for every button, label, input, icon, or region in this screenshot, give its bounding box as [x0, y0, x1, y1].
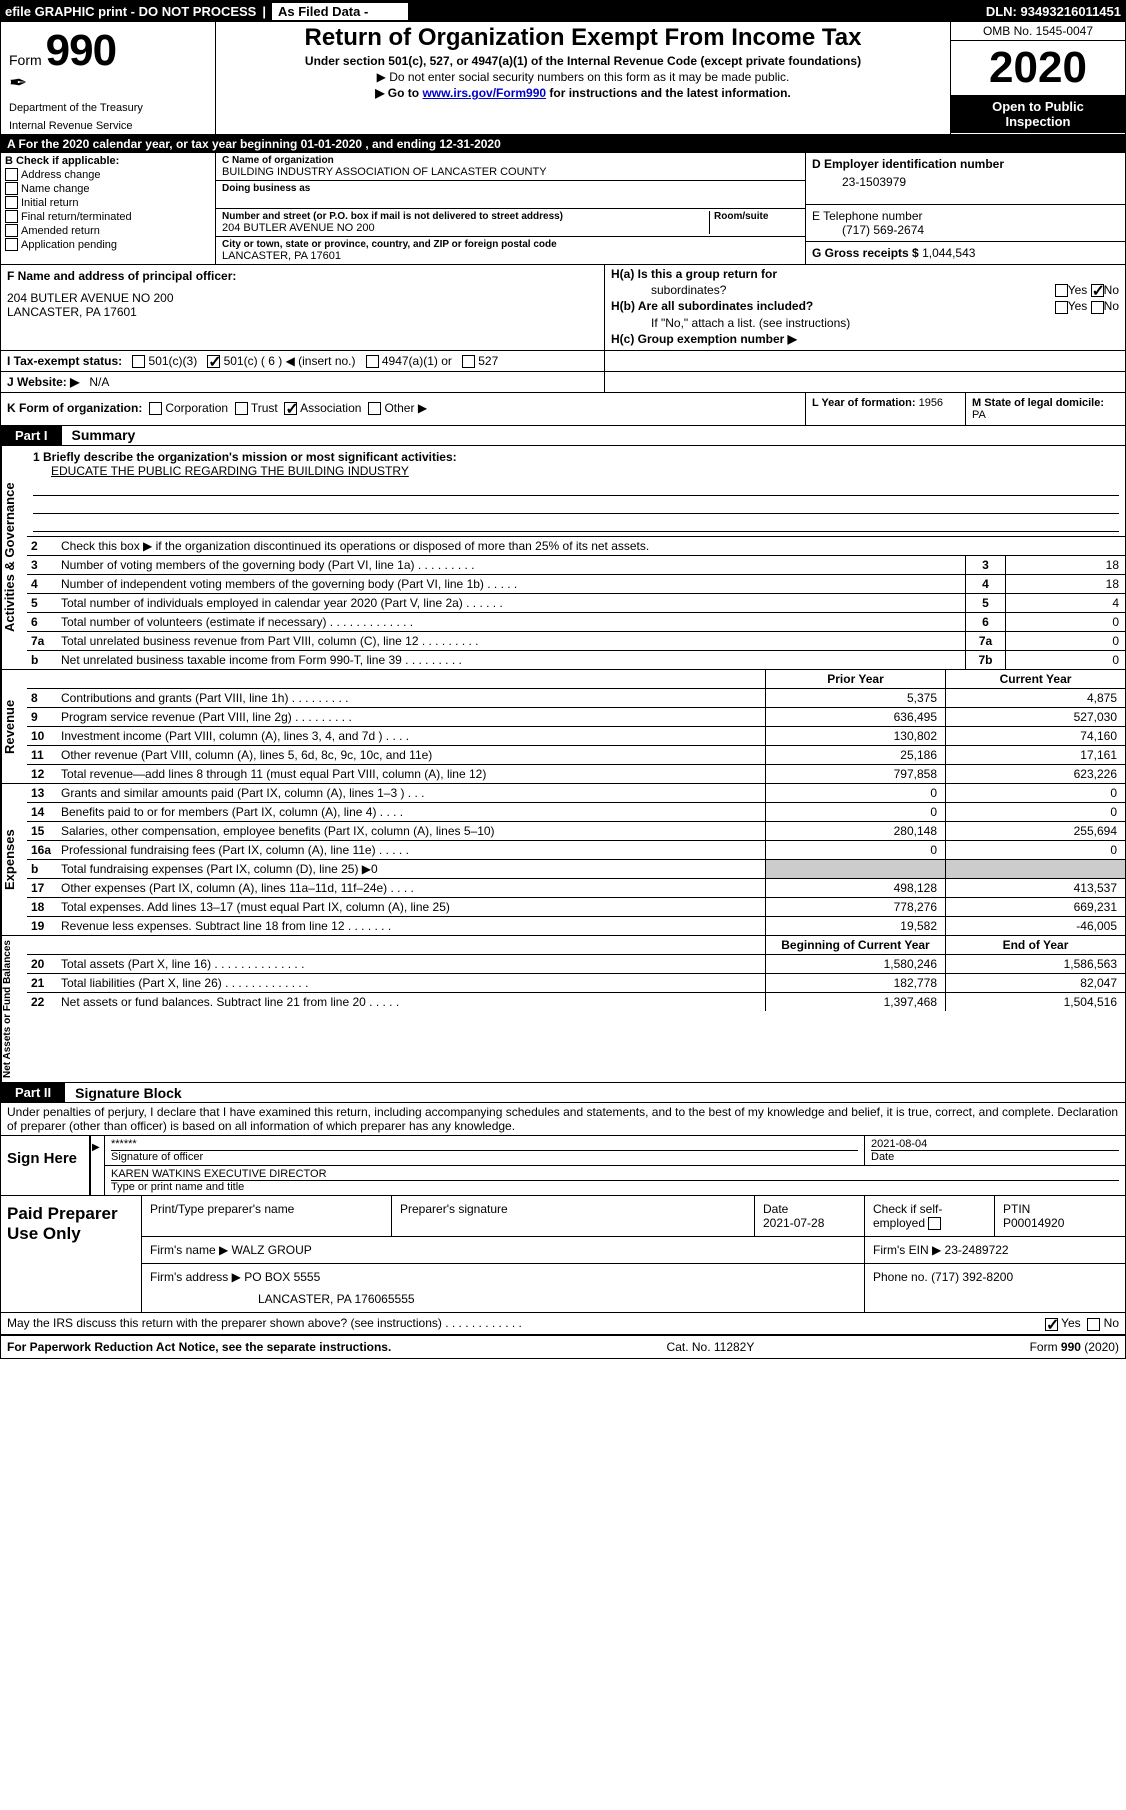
form-ref: Form 990 (2020) — [1030, 1340, 1119, 1354]
vtab-governance: Activities & Governance — [1, 446, 27, 669]
chk-initial[interactable] — [5, 196, 18, 209]
k-trust[interactable] — [235, 402, 248, 415]
summary-row: 6Total number of volunteers (estimate if… — [27, 613, 1125, 632]
efile-text: efile GRAPHIC print - DO NOT PROCESS — [5, 4, 256, 19]
self-employed-chk[interactable] — [928, 1217, 941, 1230]
paid-preparer: Paid Preparer Use Only Print/Type prepar… — [1, 1196, 1125, 1313]
hb-no[interactable] — [1091, 301, 1104, 314]
gross-receipts: 1,044,543 — [922, 246, 975, 260]
phone-label: E Telephone number — [812, 209, 1119, 223]
summary-row: 15Salaries, other compensation, employee… — [27, 822, 1125, 841]
summary-row: bNet unrelated business taxable income f… — [27, 651, 1125, 669]
chk-amended[interactable] — [5, 224, 18, 237]
row-a: A For the 2020 calendar year, or tax yea… — [1, 135, 1125, 153]
firm-ein: 23-2489722 — [945, 1243, 1009, 1257]
footer: For Paperwork Reduction Act Notice, see … — [1, 1336, 1125, 1358]
tax-year: 2020 — [951, 41, 1125, 95]
ptin: P00014920 — [1003, 1216, 1117, 1230]
box-c: C Name of organization BUILDING INDUSTRY… — [216, 153, 805, 264]
vtab-expenses: Expenses — [1, 784, 27, 935]
summary-row: 8Contributions and grants (Part VIII, li… — [27, 689, 1125, 708]
ha-no[interactable] — [1091, 284, 1104, 297]
open-to-public: Open to Public Inspection — [951, 95, 1125, 133]
527[interactable] — [462, 355, 475, 368]
summary-row: 4Number of independent voting members of… — [27, 575, 1125, 594]
sig-declaration: Under penalties of perjury, I declare th… — [1, 1103, 1125, 1136]
org-name: BUILDING INDUSTRY ASSOCIATION OF LANCAST… — [222, 166, 799, 178]
summary-row: 22Net assets or fund balances. Subtract … — [27, 993, 1125, 1011]
summary-row: 9Program service revenue (Part VIII, lin… — [27, 708, 1125, 727]
hb-yes[interactable] — [1055, 301, 1068, 314]
sub3b: for instructions and the latest informat… — [546, 86, 791, 100]
form-number: 990 — [46, 26, 116, 76]
sign-here: Sign Here ****** Signature of officer 20… — [1, 1136, 1125, 1196]
summary-row: 14Benefits paid to or for members (Part … — [27, 803, 1125, 822]
501c[interactable] — [207, 355, 220, 368]
city-state-zip: LANCASTER, PA 17601 — [222, 250, 799, 262]
summary-row: 3Number of voting members of the governi… — [27, 556, 1125, 575]
subtitle2: ▶ Do not enter social security numbers o… — [224, 70, 942, 84]
ein-label: D Employer identification number — [812, 157, 1119, 171]
k-corp[interactable] — [149, 402, 162, 415]
sign-date: 2021-08-04 — [871, 1138, 1119, 1150]
vtab-net: Net Assets or Fund Balances — [1, 936, 27, 1082]
form-title: Return of Organization Exempt From Incom… — [224, 24, 942, 52]
chk-pending[interactable] — [5, 238, 18, 251]
filed-box: As Filed Data - — [272, 3, 408, 20]
k-assoc[interactable] — [284, 402, 297, 415]
firm-name: WALZ GROUP — [232, 1243, 312, 1257]
header: Form 990 ✒ Department of the Treasury In… — [1, 22, 1125, 135]
part2-header: Part II Signature Block — [1, 1083, 1125, 1103]
summary-row: 16aProfessional fundraising fees (Part I… — [27, 841, 1125, 860]
form-word: Form — [9, 52, 42, 68]
topbar: efile GRAPHIC print - DO NOT PROCESS | A… — [1, 1, 1125, 22]
form-container: efile GRAPHIC print - DO NOT PROCESS | A… — [0, 0, 1126, 1359]
part1-header: Part I Summary — [1, 426, 1125, 446]
501c3[interactable] — [132, 355, 145, 368]
summary-row: 19Revenue less expenses. Subtract line 1… — [27, 917, 1125, 935]
dln: DLN: 93493216011451 — [986, 4, 1121, 19]
dept-irs: Internal Revenue Service — [9, 120, 207, 132]
summary-row: 7aTotal unrelated business revenue from … — [27, 632, 1125, 651]
discuss-yes[interactable] — [1045, 1318, 1058, 1331]
discuss-no[interactable] — [1087, 1318, 1100, 1331]
summary-row: 13Grants and similar amounts paid (Part … — [27, 784, 1125, 803]
dept-treasury: Department of the Treasury — [9, 102, 207, 114]
firm-phone: (717) 392-8200 — [931, 1270, 1013, 1284]
officer-name: KAREN WATKINS EXECUTIVE DIRECTOR — [111, 1168, 1119, 1180]
subtitle: Under section 501(c), 527, or 4947(a)(1)… — [224, 54, 942, 68]
website: N/A — [89, 375, 109, 389]
k-other[interactable] — [368, 402, 381, 415]
street-address: 204 BUTLER AVENUE NO 200 — [222, 222, 709, 234]
discuss-question: May the IRS discuss this return with the… — [7, 1316, 1045, 1330]
irs-link[interactable]: www.irs.gov/Form990 — [422, 86, 546, 100]
omb-number: OMB No. 1545-0047 — [951, 22, 1125, 41]
box-f: F Name and address of principal officer:… — [1, 265, 605, 350]
summary-row: 20Total assets (Part X, line 16) . . . .… — [27, 955, 1125, 974]
summary-row: 10Investment income (Part VIII, column (… — [27, 727, 1125, 746]
chk-final[interactable] — [5, 210, 18, 223]
vtab-revenue: Revenue — [1, 670, 27, 783]
mission: EDUCATE THE PUBLIC REGARDING THE BUILDIN… — [33, 464, 1119, 478]
summary-row: bTotal fundraising expenses (Part IX, co… — [27, 860, 1125, 879]
4947[interactable] — [366, 355, 379, 368]
phone-value: (717) 569-2674 — [812, 223, 1119, 237]
ha-yes[interactable] — [1055, 284, 1068, 297]
summary-row: 11Other revenue (Part VIII, column (A), … — [27, 746, 1125, 765]
box-b: B Check if applicable: Address change Na… — [1, 153, 216, 264]
summary-row: 18Total expenses. Add lines 13–17 (must … — [27, 898, 1125, 917]
summary-row: 21Total liabilities (Part X, line 26) . … — [27, 974, 1125, 993]
summary-row: 12Total revenue—add lines 8 through 11 (… — [27, 765, 1125, 783]
sub3a: ▶ Go to — [375, 86, 422, 100]
ein-value: 23-1503979 — [812, 175, 1119, 189]
domicile: PA — [972, 409, 986, 421]
box-h: H(a) Is this a group return for subordin… — [605, 265, 1125, 350]
chk-name[interactable] — [5, 182, 18, 195]
summary-row: 5Total number of individuals employed in… — [27, 594, 1125, 613]
chk-address[interactable] — [5, 168, 18, 181]
year-formed: 1956 — [919, 397, 943, 409]
summary-row: 17Other expenses (Part IX, column (A), l… — [27, 879, 1125, 898]
